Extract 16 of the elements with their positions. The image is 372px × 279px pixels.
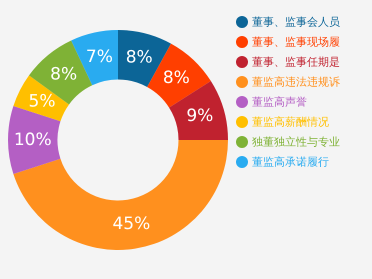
data-label: 9% [186,106,214,126]
legend-label: 独董独立性与专业 [252,136,340,148]
legend-label: 董监高违法违规诉 [252,76,340,88]
legend-label: 董监高薪酬情况 [252,116,329,128]
data-label: 7% [86,46,113,67]
legend-label: 董事、监事任期是 [252,56,340,68]
data-label: 5% [28,91,56,112]
data-label: 8% [50,64,78,84]
legend-label: 董监高承诺履行 [252,156,329,168]
legend-label: 董事、监事会人员 [252,16,340,28]
data-label: 10% [14,130,52,150]
legend-label: 董事、监事现场履 [252,36,340,48]
legend-label: 董监高声誉 [252,96,307,108]
data-label: 45% [112,214,150,234]
data-label: 8% [162,68,190,88]
data-label: 8% [126,47,153,68]
